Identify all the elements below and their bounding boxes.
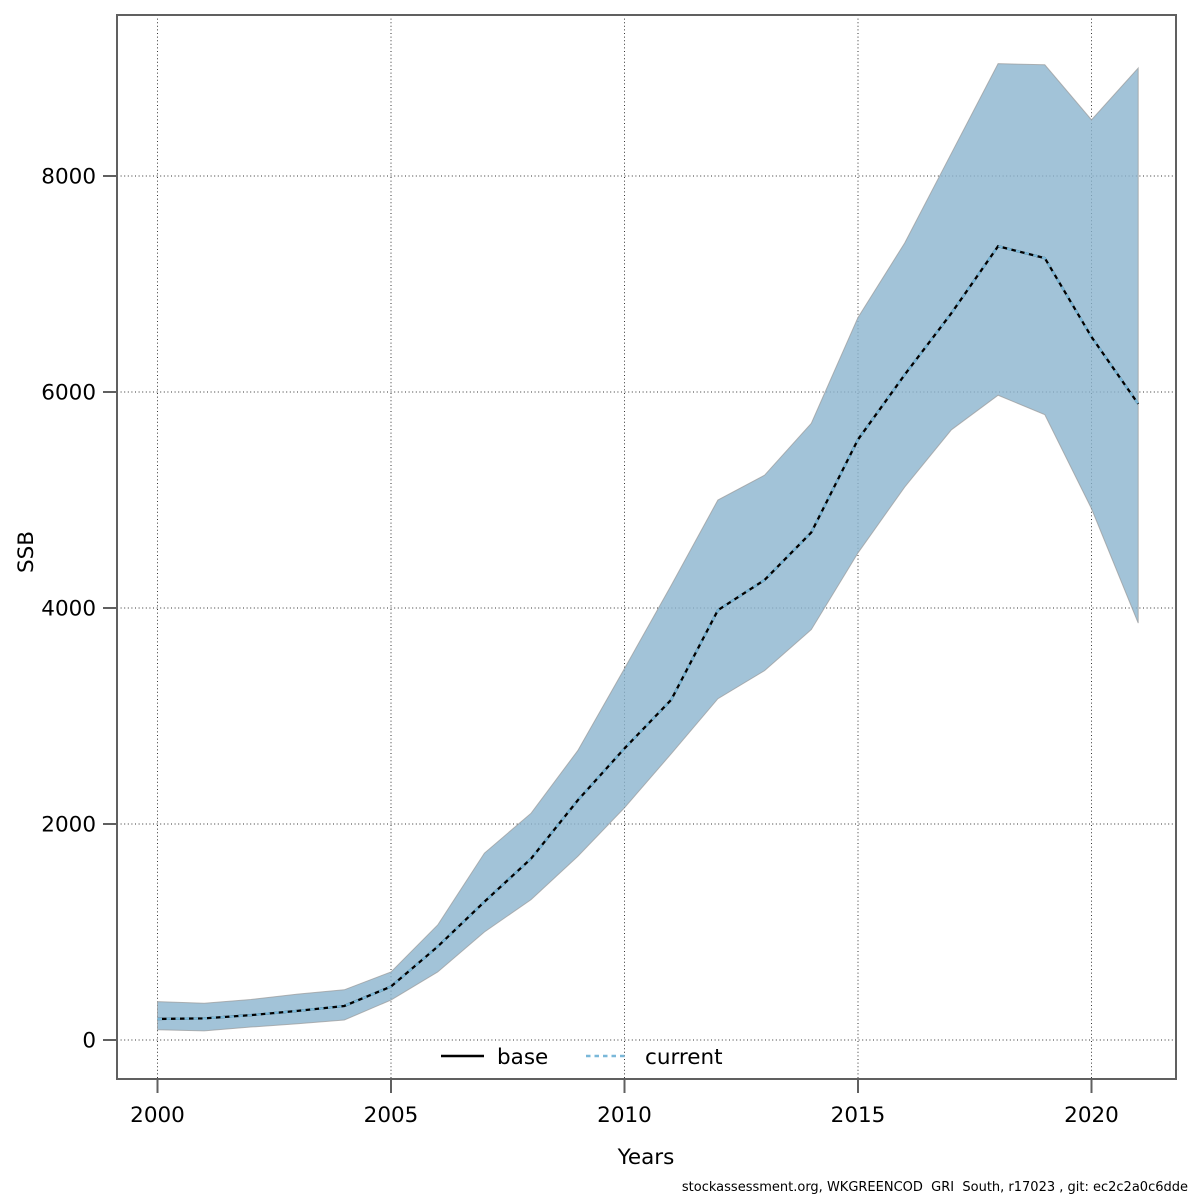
confidence-band	[157, 63, 1139, 1032]
y-axis: 0 2000 4000 6000 8000	[41, 165, 117, 1054]
footer-note: stockassessment.org, WKGREENCOD GRI Sout…	[682, 1180, 1188, 1195]
current-run-line	[157, 244, 1140, 1021]
x-tick-label: 2015	[831, 1103, 886, 1128]
y-tick-label: 2000	[41, 813, 96, 838]
y-tick-label: 4000	[41, 597, 96, 622]
y-tick-label: 6000	[41, 381, 96, 406]
legend-base-label: base	[497, 1045, 548, 1070]
confidence-band-polygon	[157, 63, 1139, 1032]
y-axis-title: SSB	[14, 531, 39, 573]
legend-current-label: current	[645, 1045, 723, 1070]
x-tick-label: 2020	[1064, 1103, 1119, 1128]
x-tick-label: 2000	[130, 1103, 185, 1128]
x-axis: 2000 2005 2010 2015 2020	[130, 1079, 1119, 1128]
x-axis-title: Years	[617, 1145, 675, 1170]
y-tick-label: 8000	[41, 165, 96, 190]
plot-frame	[116, 14, 1177, 1080]
legend: base current	[441, 1045, 723, 1070]
x-tick-label: 2005	[364, 1103, 419, 1128]
x-tick-label: 2010	[597, 1103, 652, 1128]
y-tick-label: 0	[82, 1029, 96, 1054]
series-lines	[157, 244, 1140, 1021]
